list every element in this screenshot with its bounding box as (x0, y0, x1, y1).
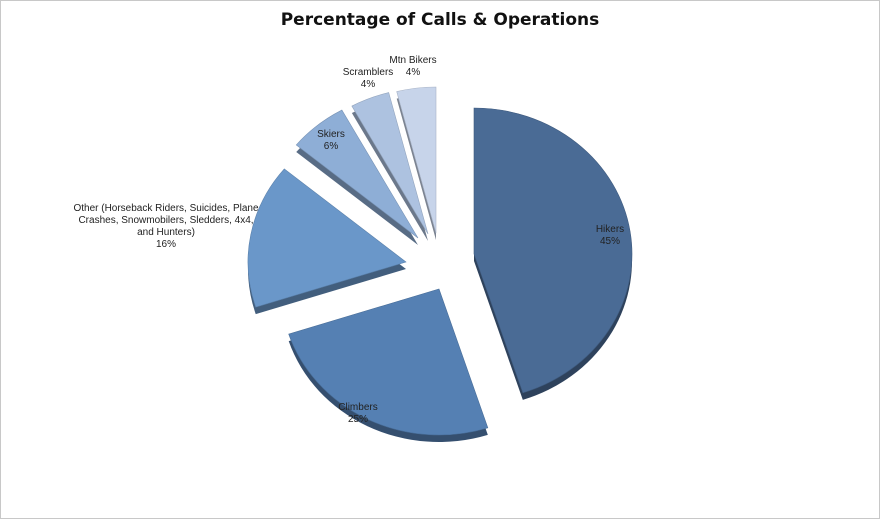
slice-label-4: Scramblers 4% (343, 67, 394, 90)
pie-slice-3 (295, 109, 419, 239)
pie-slice-5 (396, 86, 437, 234)
slice-label-3: Skiers 6% (317, 129, 345, 152)
pie-slice-1 (288, 288, 489, 436)
pie-slice-2 (247, 168, 407, 308)
slice-label-5: Mtn Bikers 4% (389, 55, 436, 78)
pie-slice-4 (351, 92, 429, 235)
chart-title: Percentage of Calls & Operations (280, 10, 600, 30)
slice-label-0: Hikers 45% (596, 224, 624, 247)
slice-label-2: Other (Horseback Riders, Suicides, Plane… (73, 203, 259, 250)
pie-slice-0 (473, 107, 633, 394)
slice-label-1: Climbers 25% (338, 402, 377, 425)
